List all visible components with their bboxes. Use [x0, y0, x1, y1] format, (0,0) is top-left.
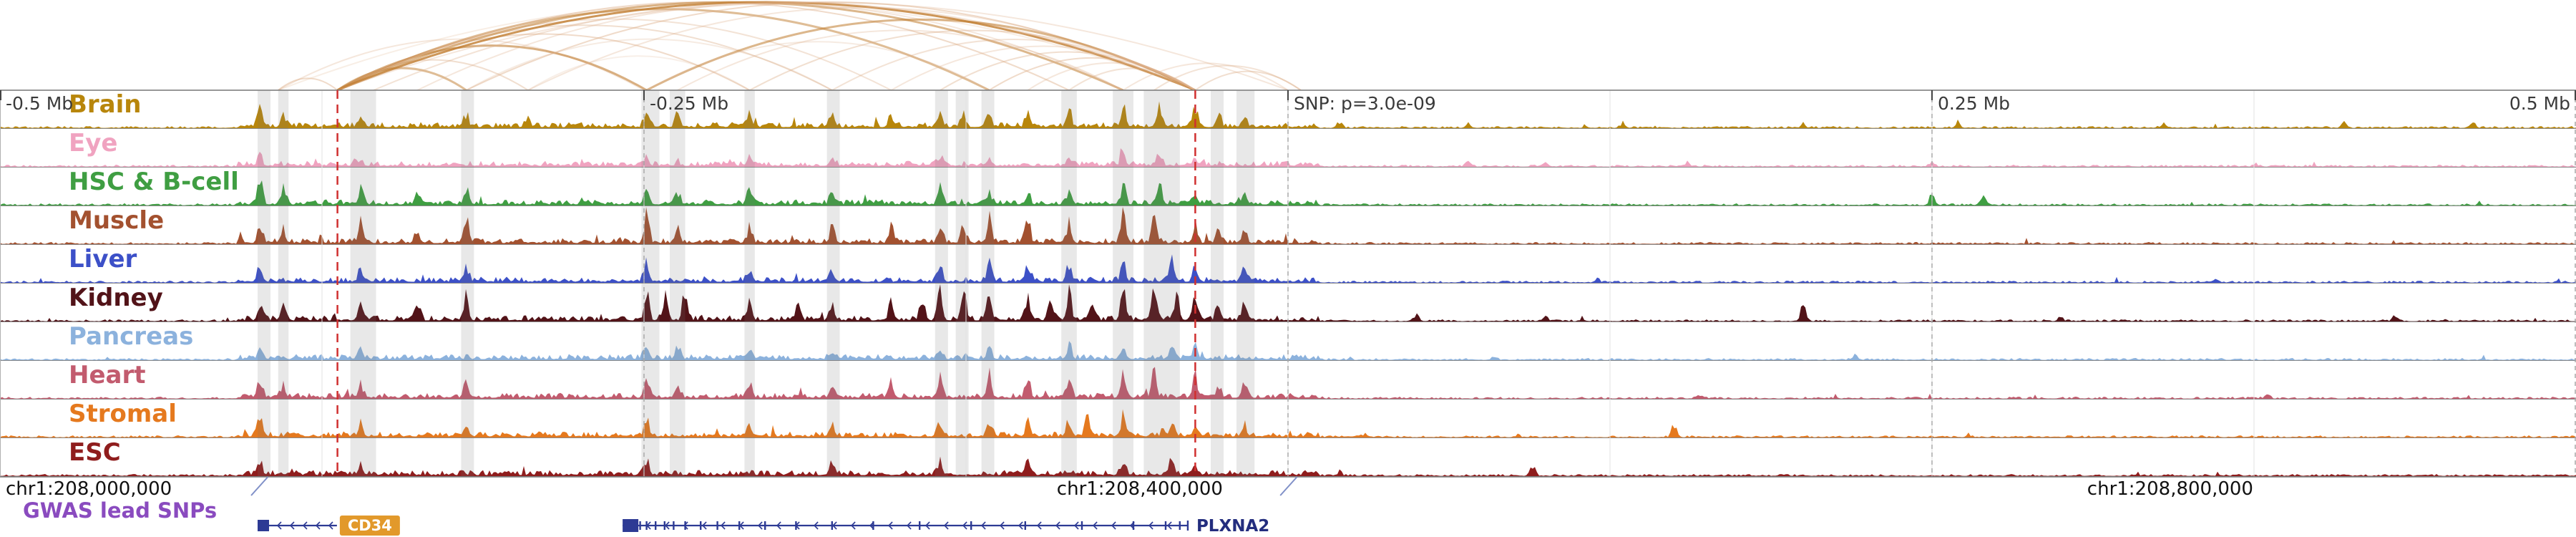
track-label-liver: Liver	[69, 245, 137, 274]
chromatin-interaction-arc[interactable]	[337, 1, 1289, 90]
interaction-arcs[interactable]	[0, 0, 2576, 90]
genome-coordinate: chr1:208,000,000	[6, 478, 172, 500]
chromatin-interaction-arc[interactable]	[278, 77, 338, 90]
ruler-tick-label: 0.25 Mb	[1938, 93, 2011, 114]
signal-area-heart	[0, 367, 2576, 400]
chromatin-interaction-arc[interactable]	[645, 18, 1196, 90]
track-row-brain[interactable]: Brain	[0, 90, 2576, 129]
track-row-muscle[interactable]: Muscle	[0, 206, 2576, 245]
signal-area-muscle	[0, 207, 2576, 245]
track-label-stromal: Stromal	[69, 400, 177, 428]
chromatin-interaction-arc[interactable]	[1123, 62, 1289, 90]
signal-area-brain	[0, 101, 2576, 129]
signal-area-pancreas	[0, 341, 2576, 361]
chromatin-interaction-arc[interactable]	[677, 29, 1124, 90]
chromatin-interaction-arc[interactable]	[416, 3, 1124, 90]
chromatin-interaction-arc[interactable]	[1153, 64, 1302, 90]
chromatin-interaction-arc[interactable]	[336, 8, 990, 90]
ruler-tick-label: 0.5 Mb	[2509, 93, 2570, 114]
chromatin-interaction-arc[interactable]	[1068, 67, 1196, 90]
gene-name-cd34: CD34	[348, 517, 392, 534]
gwas-lead-snps-label: GWAS lead SNPs	[23, 498, 218, 523]
signal-area-stromal	[0, 409, 2576, 438]
chromatin-interaction-arc[interactable]	[940, 51, 1196, 90]
region-connector	[250, 476, 269, 496]
chromatin-interaction-arc[interactable]	[749, 29, 1196, 90]
signal-area-kidney	[0, 284, 2576, 322]
chromatin-interaction-arc[interactable]	[373, 1, 1196, 90]
region-connector	[1279, 476, 1298, 496]
chromatin-interaction-arc[interactable]	[831, 39, 1196, 90]
ruler-tick-label: -0.25 Mb	[650, 93, 729, 114]
track-row-hsc-b-cell[interactable]: HSC & B-cell	[0, 168, 2576, 206]
track-label-brain: Brain	[69, 90, 142, 119]
signal-area-liver	[0, 254, 2576, 284]
gene-plxna2-exon[interactable]	[623, 519, 639, 532]
chromatin-interaction-arc[interactable]	[336, 1, 1124, 90]
track-label-kidney: Kidney	[69, 284, 163, 312]
chromatin-interaction-arc[interactable]	[1027, 62, 1196, 90]
chromatin-interaction-arc[interactable]	[1194, 70, 1302, 90]
snp-pvalue-label: SNP: p=3.0e-09	[1294, 93, 1436, 114]
track-row-stromal[interactable]: Stromal	[0, 400, 2576, 438]
track-row-liver[interactable]: Liver	[0, 245, 2576, 284]
chromatin-interaction-arc[interactable]	[466, 38, 833, 90]
track-row-heart[interactable]: Heart	[0, 361, 2576, 400]
track-row-kidney[interactable]: Kidney	[0, 284, 2576, 322]
track-label-eye: Eye	[69, 129, 118, 158]
chromatin-interaction-arc[interactable]	[527, 55, 751, 90]
ruler-tick-label: -0.5 Mb	[6, 93, 74, 114]
chromatin-interaction-arc[interactable]	[336, 44, 648, 90]
track-row-pancreas[interactable]: Pancreas	[0, 322, 2576, 361]
track-label-muscle: Muscle	[69, 206, 165, 235]
genome-coordinate: chr1:208,800,000	[2087, 478, 2253, 500]
signal-area-esc	[0, 456, 2576, 477]
gene-name-plxna2: PLXNA2	[1196, 517, 1269, 536]
chromatin-interaction-arc[interactable]	[646, 41, 990, 90]
signal-area-hsc-b-cell	[0, 180, 2576, 206]
gene-track[interactable]: CD34 PLXNA2	[0, 514, 2576, 537]
track-label-pancreas: Pancreas	[69, 322, 194, 351]
gene-label-cd34[interactable]	[339, 516, 400, 536]
track-row-esc[interactable]: ESC	[0, 438, 2576, 477]
chromatin-interaction-arc[interactable]	[988, 57, 1196, 90]
track-row-eye[interactable]: Eye	[0, 129, 2576, 168]
chromatin-interaction-arc[interactable]	[337, 1, 1196, 90]
gene-cd34-exon[interactable]	[258, 520, 269, 531]
track-label-esc: ESC	[69, 438, 121, 467]
track-label-hsc-b-cell: HSC & B-cell	[69, 168, 239, 196]
track-label-heart: Heart	[69, 361, 146, 390]
signal-area-eye	[0, 148, 2576, 168]
genome-coordinate: chr1:208,400,000	[1056, 478, 1223, 500]
chromatin-interaction-arc[interactable]	[891, 45, 1196, 91]
